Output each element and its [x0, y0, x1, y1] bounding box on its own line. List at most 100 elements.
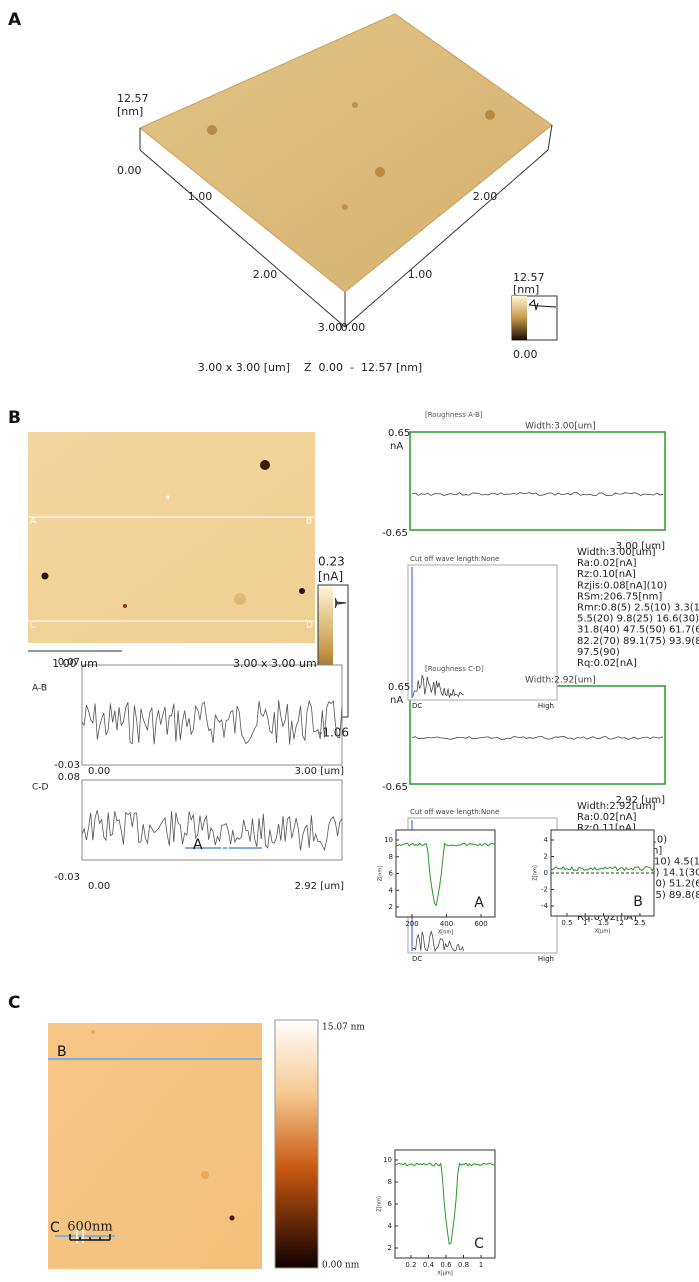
stat-line: Width:2.92[um] — [577, 801, 656, 812]
spectrum-trace — [412, 930, 465, 953]
label: 600nm — [67, 1220, 113, 1235]
profile-trace — [81, 699, 343, 745]
label: DC — [412, 702, 422, 710]
axis-label: 1.00 — [188, 190, 213, 203]
y-tick-label: 0 — [544, 869, 548, 877]
axis-label: 0.00 — [341, 321, 366, 334]
label: -0.65 — [382, 782, 408, 793]
label: 3.00 x 3.00 um — [233, 657, 317, 670]
marker-label: B — [57, 1044, 67, 1060]
panel-label: B — [8, 408, 21, 428]
stat-line: 31.8(40) 47.5(50) 61.7(60) — [577, 625, 699, 636]
label: 0.65 — [388, 682, 410, 693]
marker-label: C — [50, 1220, 60, 1236]
x-tick-label: 1 — [479, 1261, 483, 1269]
label: High — [538, 702, 554, 710]
y-tick-label: -4 — [541, 902, 549, 910]
y-tick-label: 10 — [383, 1156, 392, 1164]
roughness-trace — [411, 492, 664, 496]
caption: 3.00 x 3.00 [um] Z 0.00 - 12.57 [nm] — [198, 361, 422, 374]
current-map — [28, 432, 315, 643]
label: 0.00 nm — [322, 1261, 360, 1271]
colorbar — [274, 1019, 319, 1269]
marker-label: B — [306, 517, 312, 527]
label: -0.65 — [382, 528, 408, 539]
label: [nA] — [318, 570, 343, 584]
y-tick-label: 6 — [388, 1200, 393, 1208]
profile-trace — [81, 810, 343, 851]
y-tick-label: 2 — [389, 903, 393, 911]
spectrum-box — [407, 564, 558, 701]
stat-line: Rmr:0.8(5) 2.5(10) 3.3(15) — [577, 603, 699, 614]
label: 0.00 — [88, 766, 110, 777]
stat-line: Ra:0.02[nA] — [577, 558, 637, 569]
label: [nm] — [513, 283, 539, 296]
label: 0.00 — [513, 348, 538, 361]
y-tick-label: 4 — [389, 886, 394, 894]
height-trace — [394, 1162, 496, 1246]
label: 12.57 — [513, 271, 545, 284]
y-tick-label: 6 — [389, 870, 394, 878]
stat-line: Rq:0.02[nA] — [577, 912, 637, 923]
label: Width:3.00[um] — [525, 422, 596, 432]
stat-line: Rzjis:0.08[nA](10) — [577, 580, 667, 591]
y-tick-label: 4 — [544, 836, 549, 844]
stat-line: 5.5(20) 9.8(25) 16.6(30) — [577, 614, 699, 625]
label: Cut off wave length:None — [410, 555, 499, 563]
label: 2.92 [um] — [616, 795, 665, 806]
label: 3.00 [um] — [616, 541, 665, 552]
axis-title: X[nm] — [438, 930, 453, 936]
profile-name: A-B — [32, 684, 47, 694]
label: 12.57 — [117, 92, 149, 105]
x-tick-label: 0.6 — [440, 1261, 452, 1269]
scale-bar — [69, 1234, 111, 1241]
label: 0.07 — [58, 657, 80, 668]
x-tick-label: 1.5 — [598, 919, 609, 927]
axis-title: X[μm] — [437, 1271, 452, 1277]
x-tick-label: 0.5 — [561, 919, 572, 927]
label: -0.03 — [54, 872, 80, 883]
stat-line: RSm:206.75[nm] — [577, 591, 662, 602]
surface-3d — [139, 13, 553, 328]
y-tick-label: 2 — [388, 1244, 392, 1252]
stat-line: 97.5(90) — [577, 647, 620, 658]
spectrum-trace — [412, 674, 464, 698]
marker-label: C — [30, 621, 36, 631]
label: nA — [390, 441, 403, 452]
label: [nm] — [117, 105, 143, 118]
stat-line: Rz:0.10[nA] — [577, 569, 636, 580]
label: 2.92 [um] — [295, 881, 344, 892]
roughness-box — [409, 431, 666, 531]
plot-frame — [394, 1149, 496, 1259]
axis-title: X[μm] — [595, 929, 610, 935]
defects — [41, 460, 305, 608]
label: High — [538, 955, 554, 963]
stat-line: Ra:0.02[nA] — [577, 812, 637, 823]
height-trace — [395, 842, 496, 907]
histogram — [528, 298, 557, 311]
label: 0.08 — [58, 772, 80, 783]
x-tick-label: 2.5 — [634, 919, 645, 927]
label: 0.00 — [117, 164, 142, 177]
y-tick-label: -2 — [541, 886, 548, 894]
label: -1.06 — [318, 726, 349, 740]
label: [Roughness C-D] — [425, 665, 484, 673]
stat-line: Rz:0.11[nA] — [577, 823, 636, 834]
roughness-trace — [411, 736, 664, 740]
x-tick-label: 1 — [583, 919, 587, 927]
x-tick-label: 600 — [474, 920, 487, 928]
marker-label: D — [306, 621, 313, 631]
colorbar — [512, 296, 527, 340]
stat-line: Rq:0.02[nA] — [577, 658, 637, 669]
label: 0.65 — [388, 428, 410, 439]
label: 15.07 nm — [322, 1023, 365, 1033]
label: [Roughness A-B] — [425, 411, 483, 419]
plot-name: A — [474, 895, 484, 911]
label: DC — [412, 955, 422, 963]
stat-line: 82.2(70) 89.1(75) 93.9(80) — [577, 636, 699, 647]
label: 1.00 um — [52, 657, 98, 670]
x-tick-label: 0.4 — [423, 1261, 435, 1269]
axis-title: Z[nm] — [533, 865, 539, 880]
height-trace — [550, 865, 655, 872]
